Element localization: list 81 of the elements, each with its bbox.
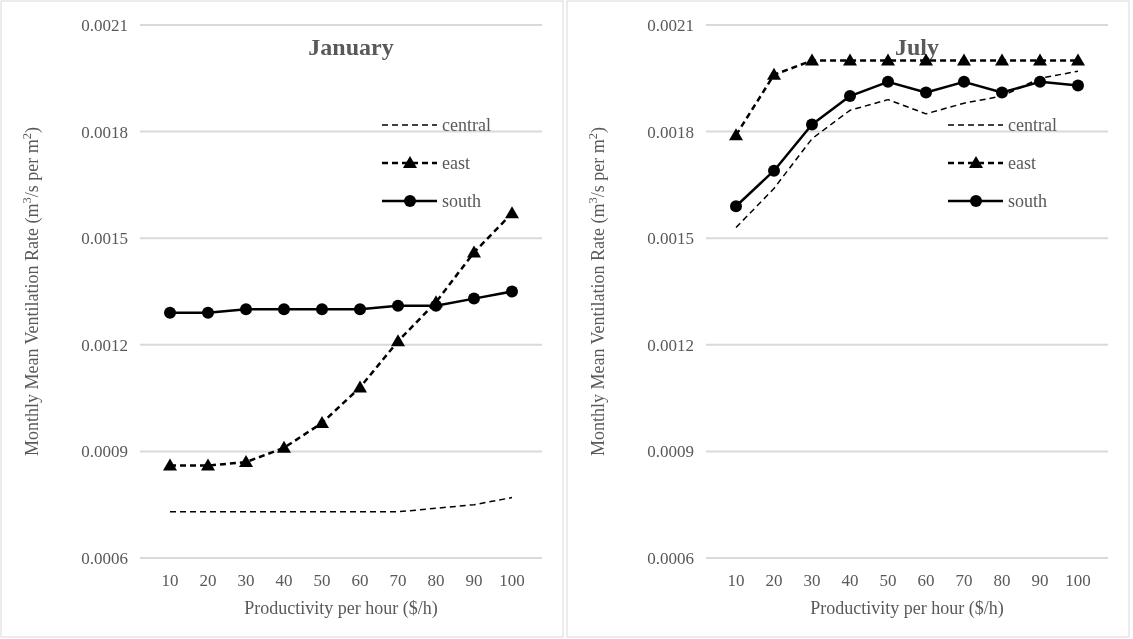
x-tick-label: 50 [313,571,331,590]
x-tick-label: 40 [275,571,293,590]
y-tick-label: 0.0012 [647,335,694,355]
legend-label: central [1008,115,1057,136]
point [881,53,895,66]
point [354,303,366,316]
legend-label: central [442,115,491,136]
point [277,440,291,453]
x-tick-label: 60 [917,571,935,590]
point [957,53,971,66]
point [729,128,743,141]
x-tick-label: 90 [1031,571,1049,590]
y-tick-label: 0.0015 [647,229,694,249]
x-tick-label: 50 [879,571,897,590]
point [353,380,367,393]
x-tick-label: 70 [955,571,973,590]
point [468,292,480,305]
point [806,118,818,131]
point [505,206,519,219]
point [392,299,404,312]
x-tick-label: 30 [803,571,821,590]
point [391,334,405,347]
x-tick-label: 100 [499,571,525,590]
point [467,245,481,258]
point [278,303,290,316]
point [201,458,215,471]
y-tick-label: 0.0018 [647,122,694,142]
point [163,458,177,471]
chart-title: July [894,34,940,60]
point [920,86,932,99]
point [843,53,857,66]
x-axis-title: Productivity per hour ($/h) [244,598,438,619]
x-tick-label: 60 [351,571,369,590]
point [730,200,742,213]
point [164,306,176,319]
x-axis-title: Productivity per hour ($/h) [810,598,1004,619]
y-tick-label: 0.0021 [81,15,128,35]
point [429,295,443,308]
point [239,455,253,468]
x-tick-label: 100 [1065,571,1091,590]
point [1033,53,1047,66]
x-tick-label: 40 [841,571,859,590]
y-tick-label: 0.0018 [81,122,128,142]
line-series [735,70,1079,229]
y-tick-label: 0.0009 [81,442,128,462]
point [767,67,781,80]
point [768,164,780,177]
point [958,75,970,88]
point [506,285,518,298]
point [1072,79,1084,92]
point [1071,53,1085,66]
y-tick-label: 0.0006 [647,548,694,568]
x-tick-label: 80 [427,571,445,590]
y-tick-label: 0.0021 [647,15,694,35]
point [1034,75,1046,88]
chart-title: January [308,34,394,60]
point [882,75,894,88]
point [240,303,252,316]
y-tick-label: 0.0012 [81,335,128,355]
x-tick-label: 20 [765,571,783,590]
x-tick-label: 90 [465,571,483,590]
x-tick-label: 20 [199,571,217,590]
x-tick-label: 80 [993,571,1011,590]
legend-label: south [1008,191,1048,212]
y-tick-label: 0.0006 [81,548,128,568]
point [316,303,328,316]
legend-label: east [1008,153,1036,174]
x-tick-label: 70 [389,571,407,590]
x-tick-label: 10 [727,571,745,590]
legend-label: east [442,153,470,174]
x-tick-label: 30 [237,571,255,590]
point [315,415,329,428]
point [805,53,819,66]
point [202,306,214,319]
y-tick-label: 0.0015 [81,229,128,249]
y-tick-label: 0.0009 [647,442,694,462]
line-series [169,496,513,513]
point [844,90,856,103]
point [995,53,1009,66]
legend-label: south [442,191,482,212]
x-tick-label: 10 [161,571,179,590]
